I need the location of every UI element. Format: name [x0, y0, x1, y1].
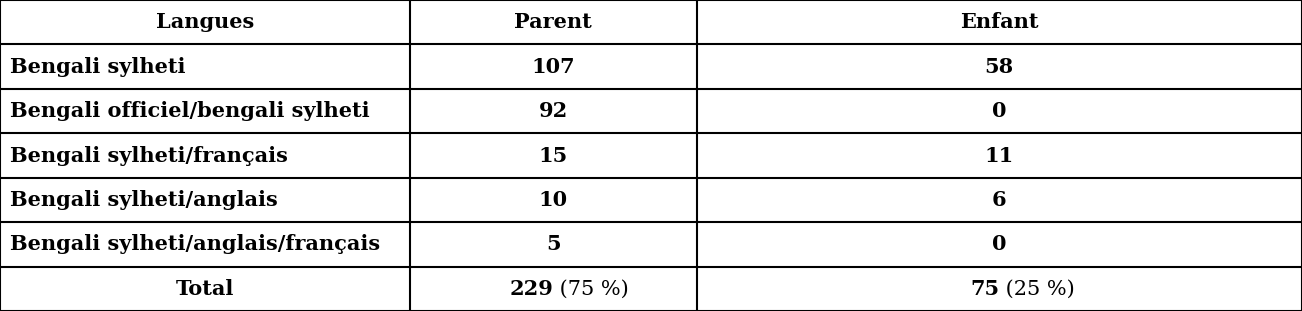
- Text: 0: 0: [992, 234, 1006, 254]
- Text: 58: 58: [984, 57, 1014, 77]
- Text: Langues: Langues: [156, 12, 254, 32]
- Text: 0: 0: [992, 101, 1006, 121]
- Text: Parent: Parent: [514, 12, 592, 32]
- Text: (75 %): (75 %): [553, 279, 629, 298]
- Text: (25 %): (25 %): [1000, 279, 1075, 298]
- Text: Bengali sylheti/anglais: Bengali sylheti/anglais: [10, 190, 279, 210]
- Text: Total: Total: [176, 279, 234, 299]
- Text: 92: 92: [539, 101, 568, 121]
- Text: Bengali sylheti: Bengali sylheti: [10, 57, 186, 77]
- Text: 229: 229: [509, 279, 553, 299]
- Text: Bengali officiel/bengali sylheti: Bengali officiel/bengali sylheti: [10, 101, 370, 121]
- Text: 6: 6: [992, 190, 1006, 210]
- Text: 75: 75: [970, 279, 1000, 299]
- Text: 10: 10: [539, 190, 568, 210]
- Text: 15: 15: [539, 146, 568, 165]
- Text: Enfant: Enfant: [960, 12, 1039, 32]
- Text: 11: 11: [984, 146, 1014, 165]
- Text: Bengali sylheti/anglais/français: Bengali sylheti/anglais/français: [10, 234, 380, 254]
- Text: Bengali sylheti/français: Bengali sylheti/français: [10, 146, 288, 165]
- Text: 5: 5: [546, 234, 561, 254]
- Text: 107: 107: [531, 57, 575, 77]
